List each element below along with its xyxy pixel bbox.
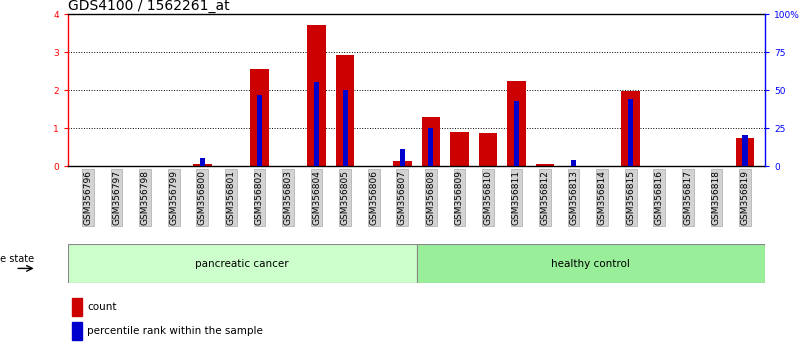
Bar [450,132,469,166]
Bar [199,158,205,166]
Bar [536,165,554,166]
Bar [393,161,412,166]
Text: GSM356802: GSM356802 [255,170,264,225]
Bar [479,133,497,166]
Text: GSM356796: GSM356796 [83,170,93,225]
Bar [571,160,576,166]
Text: GSM356806: GSM356806 [369,170,378,225]
Bar [72,322,83,340]
Bar [308,25,326,166]
Bar [193,165,211,166]
Text: GSM356801: GSM356801 [227,170,235,225]
Text: GSM356805: GSM356805 [340,170,349,225]
Text: GSM356814: GSM356814 [598,170,606,225]
Bar [735,138,755,166]
Text: GSM356807: GSM356807 [398,170,407,225]
Bar [628,99,634,166]
Text: GSM356810: GSM356810 [484,170,493,225]
Text: GSM356817: GSM356817 [683,170,692,225]
Text: GSM356812: GSM356812 [541,170,549,225]
Bar [421,117,440,166]
Text: healthy control: healthy control [551,259,630,269]
Text: GSM356815: GSM356815 [626,170,635,225]
Text: GSM356800: GSM356800 [198,170,207,225]
Text: percentile rank within the sample: percentile rank within the sample [87,326,264,336]
Bar [68,244,417,283]
Text: GSM356797: GSM356797 [112,170,121,225]
Bar [343,90,348,166]
Text: count: count [87,302,117,312]
Text: GSM356819: GSM356819 [740,170,750,225]
Bar [314,82,319,166]
Bar [622,91,640,166]
Text: GSM356799: GSM356799 [169,170,179,225]
Text: GSM356804: GSM356804 [312,170,321,225]
Bar [507,81,525,166]
Bar [72,298,83,316]
Bar [336,55,354,166]
Text: pancreatic cancer: pancreatic cancer [195,259,289,269]
Text: GSM356811: GSM356811 [512,170,521,225]
Text: disease state: disease state [0,254,34,264]
Bar [257,95,262,166]
Text: GSM356808: GSM356808 [426,170,435,225]
Text: GSM356816: GSM356816 [654,170,664,225]
Bar [514,101,519,166]
Text: GSM356813: GSM356813 [569,170,578,225]
Bar [250,69,268,166]
Bar [400,149,405,166]
Text: GDS4100 / 1562261_at: GDS4100 / 1562261_at [68,0,230,13]
Text: GSM356798: GSM356798 [141,170,150,225]
Text: GSM356818: GSM356818 [712,170,721,225]
Text: GSM356803: GSM356803 [284,170,292,225]
Text: GSM356809: GSM356809 [455,170,464,225]
Bar [743,135,747,166]
Bar [429,127,433,166]
Bar [417,244,765,283]
